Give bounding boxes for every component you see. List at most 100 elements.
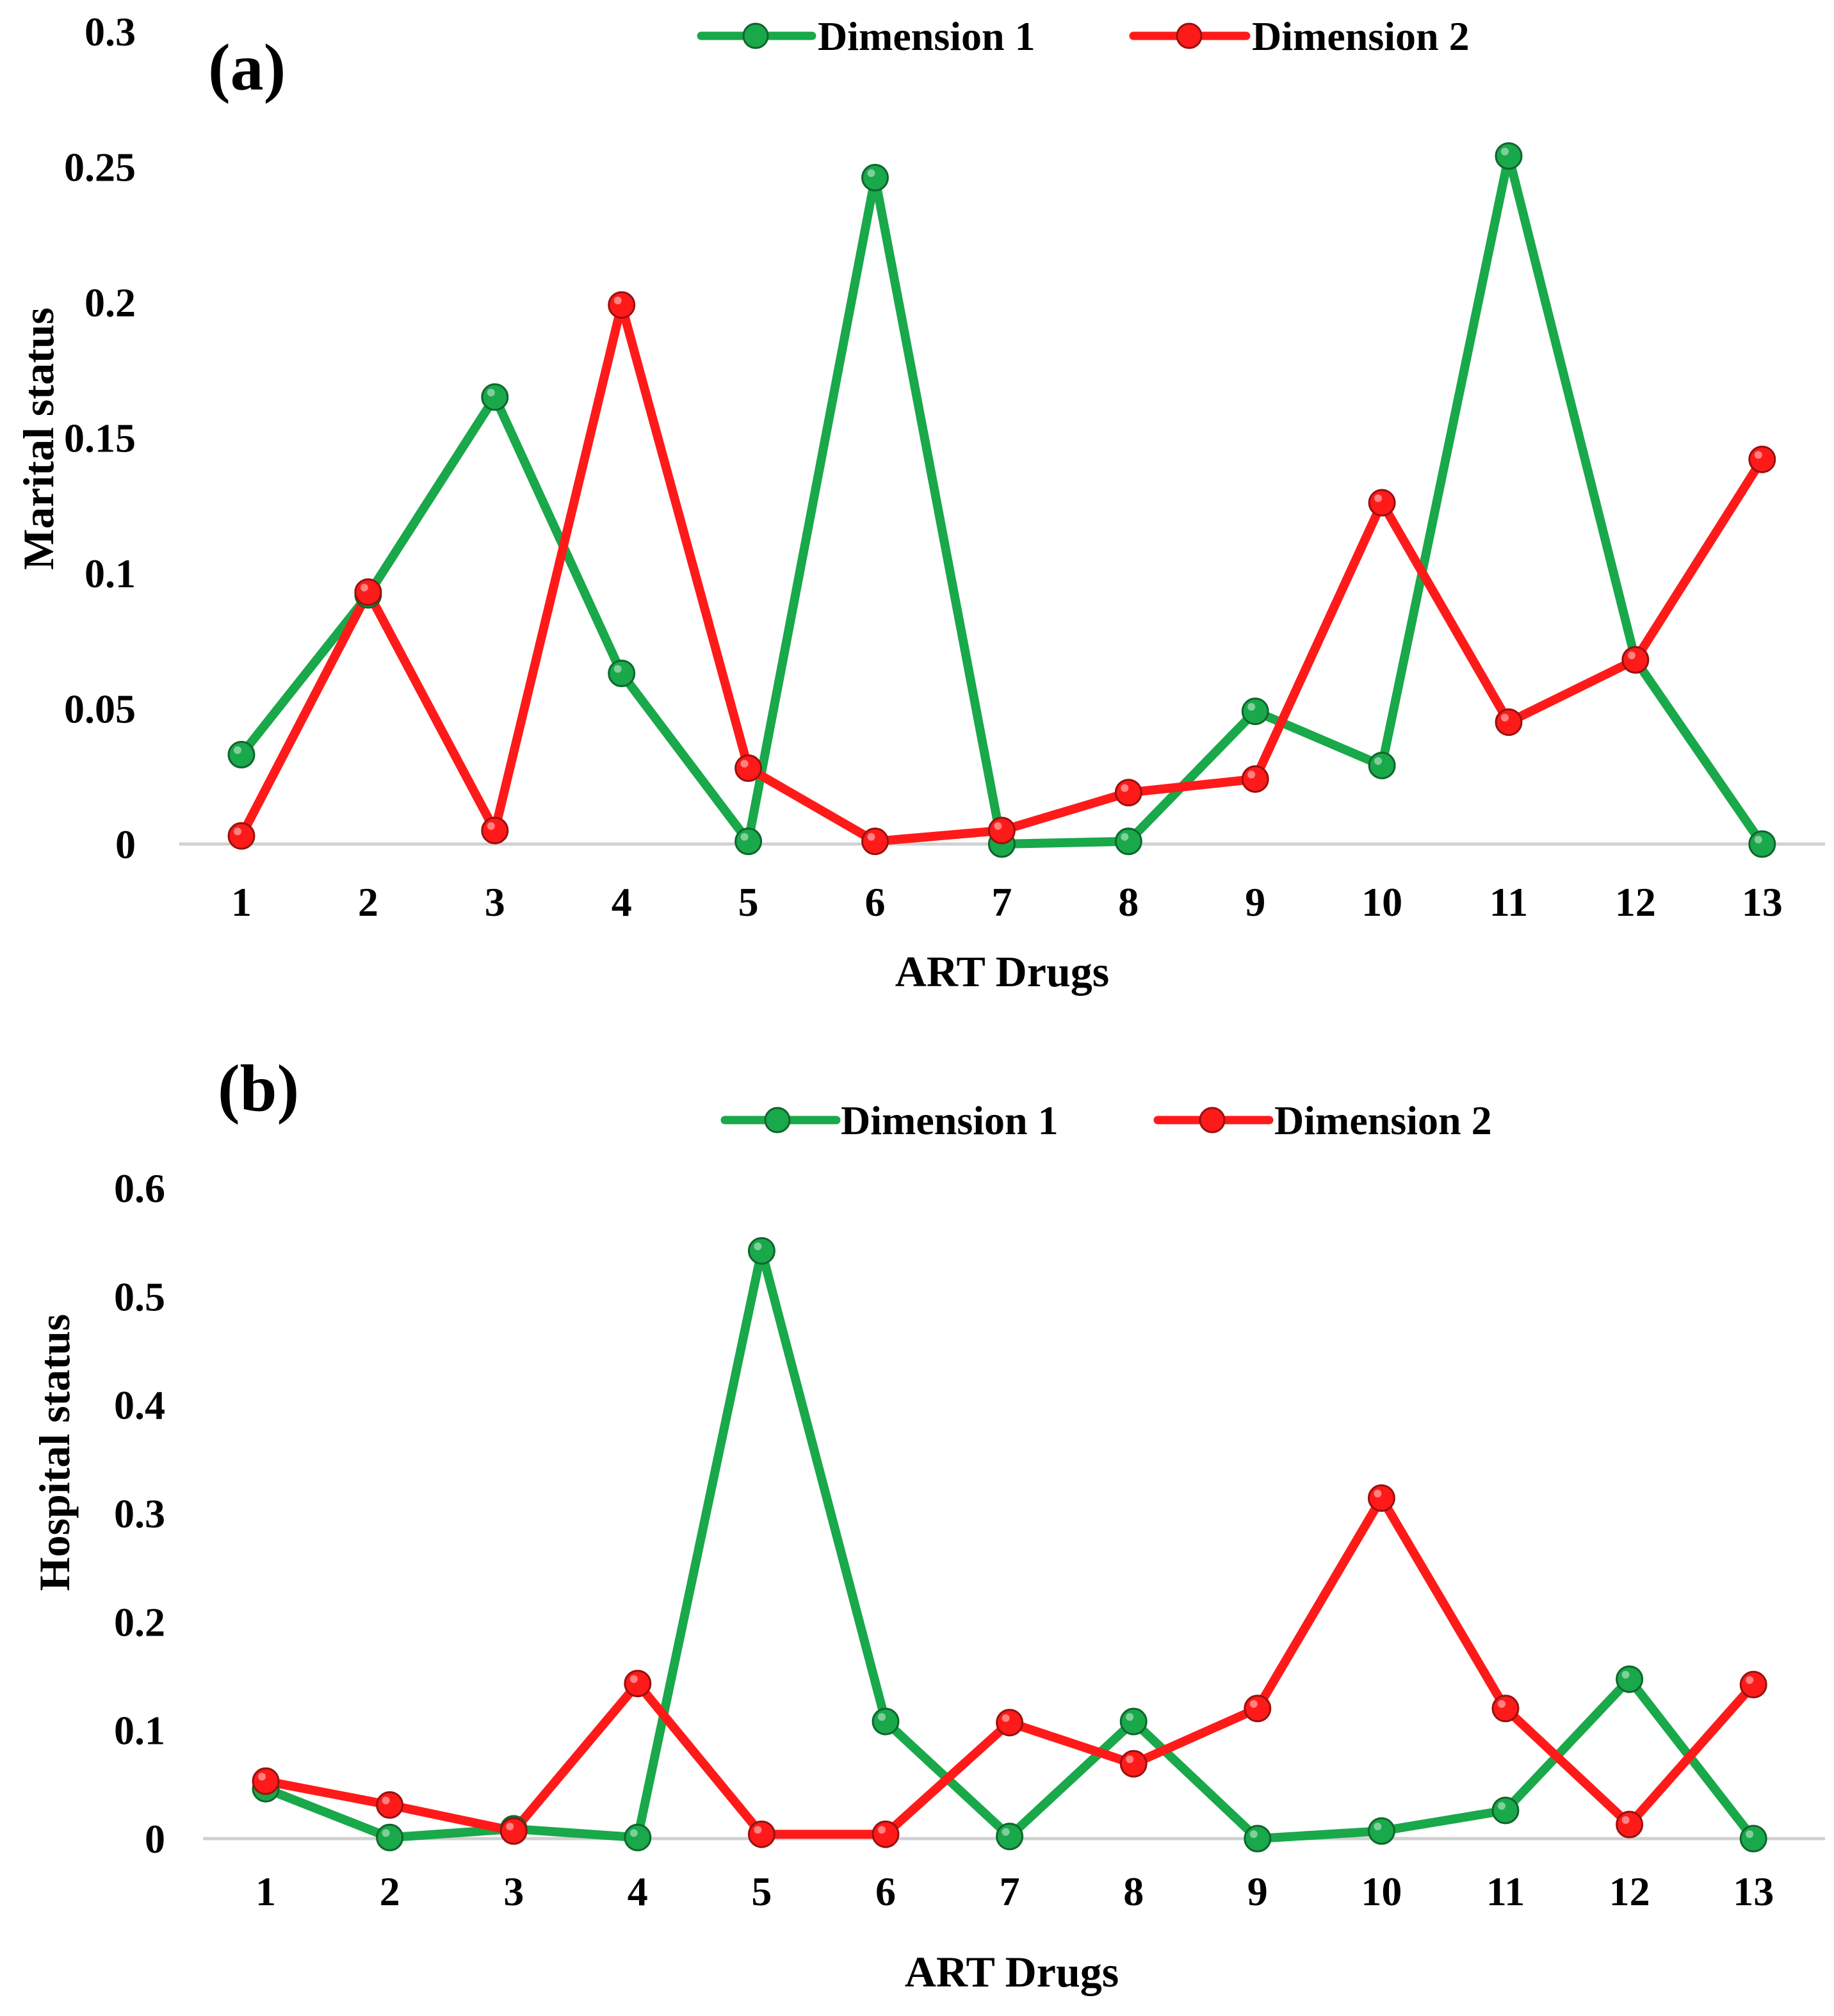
panel-a-x-tick-label: 8 (1118, 879, 1139, 925)
panel-a-series-1-point-highlight (867, 169, 875, 177)
panel-a-x-tick-label: 1 (231, 879, 252, 925)
panel-a-series-1-point (608, 660, 636, 688)
panel-a-series-2-point (861, 827, 889, 856)
panel-b-series-1-point-highlight (878, 1713, 886, 1721)
panel-a-series-2-point-highlight (234, 827, 241, 836)
panel-a-plot: 00.050.10.150.20.250.31 2 3 4 5 6 7 8 9 10 11 12 13 (64, 9, 1825, 925)
panel-b-legend-dimension-1-label: Dimension 1 (841, 1098, 1059, 1143)
panel-b-ylabel: Hospital status (30, 1314, 79, 1591)
panel-a-x-tick-label: 12 (1615, 879, 1656, 925)
panel-a-y-tick-label: 0.15 (64, 416, 136, 461)
panel-b-series-2-point (747, 1820, 775, 1848)
panel-b-series-2-point (996, 1709, 1024, 1737)
panel-a-series-1-point (1748, 830, 1776, 858)
panel-b-series-1-point-highlight (1621, 1671, 1630, 1679)
panel-a-series-2-point (354, 578, 382, 606)
panel-a-series-2-point-highlight (613, 297, 622, 305)
panel-b-x-tick-label: 2 (380, 1869, 400, 1914)
panel-b-series-1-point (1367, 1817, 1395, 1845)
panel-b-x-tick-label: 7 (1000, 1869, 1020, 1914)
panel-a-series-2-point (608, 291, 636, 319)
panel-b-series-1-point-highlight (1498, 1801, 1505, 1810)
panel-b-series-1-point (624, 1823, 652, 1851)
panel-b-plot: 00.10.20.30.40.50.61 2 3 4 5 6 7 8 9 10 11 12 13 (114, 1166, 1825, 1914)
panel-a-y-tick-label: 0.1 (85, 551, 136, 596)
panel-a-series-2-point (481, 817, 509, 845)
panel-b-x-tick-label: 11 (1486, 1869, 1525, 1914)
panel-a-y-tick-label: 0.3 (85, 9, 136, 54)
panel-a-legend-dimension-1-marker (742, 22, 769, 49)
panel-b-series-1-point (996, 1823, 1024, 1851)
panel-b-series-1-line (261, 1246, 1758, 1843)
panel-a-x-tick-label: 4 (612, 879, 632, 925)
panel-b-series-2-point-highlight (878, 1826, 886, 1834)
panel-b-y-tick-label: 0.3 (114, 1491, 165, 1536)
panel-a-series-2-point-highlight (867, 833, 875, 841)
panel-a-series-2-point (1368, 489, 1396, 517)
panel-a-series-1-line (237, 151, 1767, 849)
panel-a-xlabel: ART Drugs (895, 947, 1110, 996)
panel-b-series-2-point-highlight (258, 1773, 266, 1781)
panel-b-x-tick-label: 5 (751, 1869, 772, 1914)
panel-b-series-1-point (872, 1707, 900, 1736)
panel-b-x-tick-label: 13 (1733, 1869, 1774, 1914)
panel-a-series-2-point-highlight (1754, 451, 1762, 459)
panel-a-x-tick-label: 3 (485, 879, 505, 925)
panel-b-series-1-point-highlight (1249, 1830, 1258, 1838)
panel-a-label: (a) (208, 31, 286, 104)
panel-a-series-1-point-highlight (613, 665, 622, 673)
panel-a-series-1-point-highlight (1121, 833, 1129, 841)
panel-b-legend: Dimension 1 Dimension 2 (720, 1098, 1492, 1143)
panel-a-series-2-point-highlight (1247, 770, 1256, 779)
panel-a-series-2-point (1621, 646, 1650, 674)
panel-a-x-tick-label: 10 (1361, 879, 1402, 925)
panel-a-series-1-point (1495, 142, 1523, 170)
panel-a-series-1-point-highlight (1501, 147, 1509, 156)
panel-b-series-1-point (1739, 1825, 1767, 1853)
panel-b-series-2-point-highlight (506, 1823, 514, 1831)
panel-b-x-tick-label: 4 (628, 1869, 648, 1914)
panel-b-series-2-point-highlight (1621, 1816, 1630, 1824)
panel-a-y-tick-label: 0.05 (64, 687, 136, 732)
panel-a-series-1-point (481, 383, 509, 411)
panel-a-legend-dimension-2-marker (1176, 22, 1203, 49)
panel-b-x-tick-label: 9 (1247, 1869, 1268, 1914)
panel-b-series-2-point-highlight (382, 1796, 390, 1805)
panel-b-series-1-point (376, 1823, 404, 1851)
panel-b-y-tick-label: 0.5 (114, 1274, 165, 1319)
panel-b-series-1-point (1616, 1665, 1644, 1693)
panel-a-series-2-point (1241, 765, 1269, 793)
panel-b-series-1-point (1491, 1796, 1520, 1825)
panel-a-y-tick-label: 0.25 (64, 145, 136, 190)
panel-b-series-2-point-highlight (1126, 1755, 1134, 1764)
panel-a-x-tick-label: 5 (738, 879, 759, 925)
panel-a-series-2-point-highlight (1501, 713, 1509, 722)
panel-a-legend-dimension-1-label: Dimension 1 (818, 13, 1035, 59)
panel-a-series-1-point (227, 740, 256, 768)
panel-b-x-tick-label: 10 (1361, 1869, 1402, 1914)
panel-b-y-tick-label: 0.1 (114, 1708, 165, 1753)
panel-a-ylabel: Marital status (14, 307, 63, 570)
panel-a-series-1-point-highlight (487, 389, 495, 397)
panel-a-series-2-point (987, 817, 1016, 845)
panel-b-legend-dimension-2-marker (1199, 1107, 1226, 1134)
panel-b-y-tick-label: 0.6 (114, 1166, 165, 1211)
panel-b-series-2-point (1119, 1750, 1148, 1778)
panel-b-series-2-point (252, 1767, 280, 1795)
panel-b-series-2-point-highlight (1249, 1700, 1258, 1708)
panel-a-series-1-point (1368, 751, 1396, 779)
panel-b: (b) Hospital status ART Drugs Dimension … (30, 1052, 1825, 1996)
panel-b-series-2-point-highlight (1498, 1700, 1505, 1708)
panel-a-series-2-point-highlight (1627, 651, 1635, 660)
panel-b-series-2-point-highlight (1374, 1490, 1382, 1498)
panel-a-series-2-point (1114, 779, 1142, 807)
panel-a-series-2-point (1748, 445, 1776, 473)
panel-b-y-tick-label: 0.4 (114, 1383, 165, 1428)
panel-b-series-1-point-highlight (1002, 1828, 1010, 1836)
panel-a-series-2-point-highlight (740, 760, 749, 768)
panel-a-y-tick-label: 0.2 (85, 280, 136, 325)
panel-b-series-1-point (747, 1237, 775, 1265)
panel-a-series-2-point-highlight (1121, 784, 1129, 792)
panel-a-y-tick-label: 0 (115, 822, 136, 867)
